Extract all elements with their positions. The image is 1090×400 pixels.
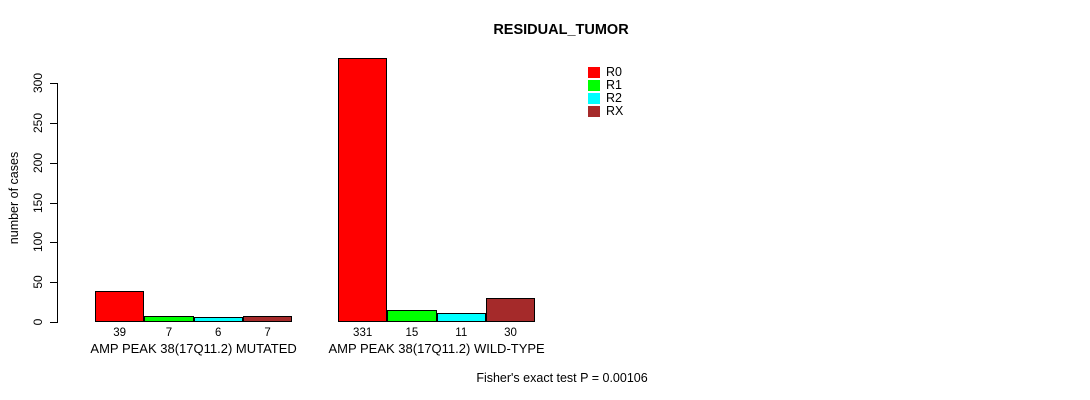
bar-value-label: 39 (113, 327, 127, 339)
annotation-text: Fisher's exact test P = 0.00106 (476, 371, 648, 385)
y-tick (50, 203, 57, 204)
bar-r0-group2 (338, 58, 387, 322)
legend-row-r0: R0 (588, 66, 623, 79)
bar-value-label: 331 (353, 327, 373, 339)
bar-rx-group2 (486, 298, 535, 322)
bar-r2-group1 (194, 317, 243, 322)
legend-swatch-rx (588, 106, 600, 117)
y-tick (50, 322, 57, 323)
y-tick (50, 242, 57, 243)
y-tick-label: 50 (31, 275, 45, 289)
bar-r0-group1 (95, 291, 144, 322)
legend-swatch-r2 (588, 93, 600, 104)
bar-value-label: 7 (165, 327, 173, 339)
legend-label: R1 (606, 78, 622, 92)
legend-row-rx: RX (588, 105, 623, 118)
legend: R0 R1 R2 RX (588, 66, 623, 118)
y-tick-label: 250 (31, 112, 45, 134)
legend-label: R2 (606, 91, 622, 105)
bar-value-label: 30 (504, 327, 517, 339)
bar-r1-group2 (387, 310, 437, 322)
y-tick (50, 123, 57, 124)
y-tick-label: 150 (31, 192, 45, 214)
legend-row-r2: R2 (588, 92, 623, 105)
y-axis-label: number of cases (7, 151, 21, 245)
bar-r1-group1 (144, 316, 194, 322)
bar-value-label: 7 (264, 327, 271, 339)
legend-swatch-r0 (588, 67, 600, 78)
y-tick-label: 300 (31, 72, 45, 94)
y-tick-label: 0 (31, 318, 45, 326)
group-label: AMP PEAK 38(17Q11.2) WILD-TYPE (328, 341, 545, 356)
bar-value-label: 15 (405, 327, 419, 339)
bar-rx-group1 (243, 316, 292, 322)
legend-label: R0 (606, 65, 622, 79)
legend-row-r1: R1 (588, 79, 623, 92)
legend-swatch-r1 (588, 80, 600, 91)
group-label: AMP PEAK 38(17Q11.2) MUTATED (90, 341, 297, 356)
y-tick (50, 282, 57, 283)
y-axis-line (57, 83, 58, 323)
chart-title: RESIDUAL_TUMOR (493, 22, 629, 38)
legend-label: RX (606, 104, 624, 118)
bar-value-label: 6 (215, 327, 222, 339)
bar-value-label: 11 (455, 327, 468, 339)
y-tick (50, 163, 57, 164)
y-tick-label: 200 (31, 152, 45, 174)
y-tick (50, 83, 57, 84)
bar-r2-group2 (437, 313, 486, 322)
y-tick-label: 100 (31, 231, 45, 253)
